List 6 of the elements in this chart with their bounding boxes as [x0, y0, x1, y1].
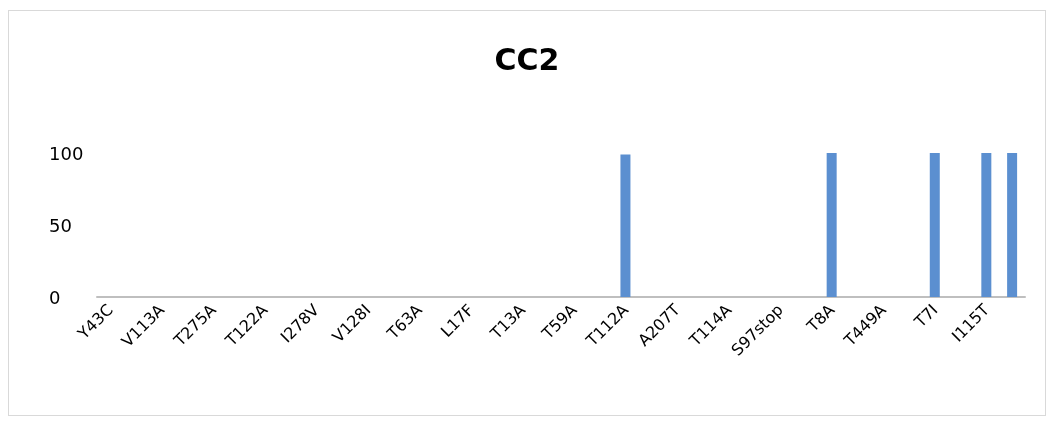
y-tick-label: 100 — [49, 142, 84, 164]
y-tick-label: 50 — [49, 214, 72, 236]
x-tick-label: T7I — [909, 300, 942, 332]
chart-title: CC2 — [494, 41, 560, 77]
x-tick-label: T8A — [802, 300, 839, 337]
y-tick-label: 0 — [49, 286, 61, 308]
